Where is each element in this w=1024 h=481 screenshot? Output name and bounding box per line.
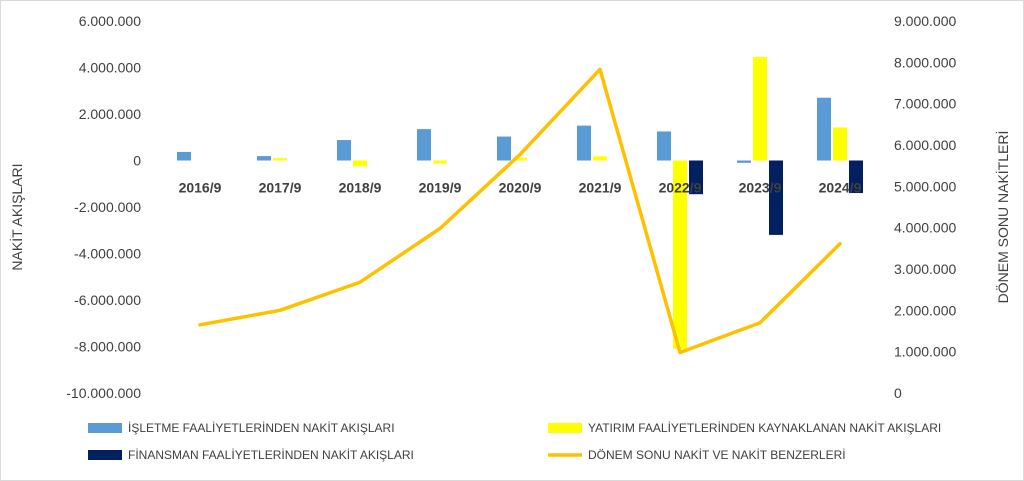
y2-tick-label: 3.000.000 — [894, 261, 956, 277]
bar-2-2017-9 — [273, 158, 287, 161]
bar-2-2024-9 — [833, 127, 847, 161]
line-series — [198, 67, 842, 355]
category-labels: 2016/9 2017/9 2018/9 2019/9 2020/9 2021/9 2022… — [179, 180, 862, 196]
legend-label: YATIRIM FAALİYETLERİNDEN KAYNAKLANAN NAK… — [588, 421, 941, 435]
bar-3-2022-9 — [689, 160, 703, 195]
y-tick-label: 2.000.000 — [79, 106, 141, 122]
legend-label: FİNANSMAN FAALİYETLERİNDEN NAKİT AKIŞLAR… — [128, 448, 414, 462]
y2-tick-label: 2.000.000 — [894, 302, 956, 318]
bar-2-2022-9 — [673, 160, 687, 349]
y2-tick-label: 8.000.000 — [894, 54, 956, 70]
category-label: 2017/9 — [259, 180, 302, 196]
bar-2-2020-9 — [513, 157, 527, 161]
bar-1-2016-9 — [177, 151, 191, 161]
bar-1-2019-9 — [417, 129, 431, 161]
bar-2-2023-9 — [753, 57, 767, 161]
bar-1-2023-9 — [737, 160, 751, 163]
bar-1-2024-9 — [817, 97, 831, 161]
y-tick-label: -6.000.000 — [74, 292, 141, 308]
y2-tick-label: 4.000.000 — [894, 220, 956, 236]
category-label: 2024/9 — [819, 180, 862, 196]
category-label: 2021/9 — [579, 180, 622, 196]
y2-tick-label: 1.000.000 — [894, 344, 956, 360]
bar-2-2019-9 — [433, 160, 447, 164]
y2-tick-label: 5.000.000 — [894, 178, 956, 194]
bar-3-2023-9 — [769, 160, 783, 235]
category-label: 2019/9 — [419, 180, 462, 196]
bar-1-2021-9 — [577, 125, 591, 161]
y-tick-label: -4.000.000 — [74, 246, 141, 262]
category-label: 2023/9 — [739, 180, 782, 196]
y-tick-label: 6.000.000 — [79, 13, 141, 29]
bar-series — [177, 57, 863, 349]
legend-swatch — [88, 423, 122, 433]
bar-3-2024-9 — [849, 160, 863, 194]
bar-1-2018-9 — [337, 140, 351, 161]
category-label: 2016/9 — [179, 180, 222, 196]
y-tick-label: -8.000.000 — [74, 339, 141, 355]
legend-swatch — [88, 450, 122, 460]
y2-tick-label: 0 — [894, 385, 902, 401]
y2-axis-ticks: 9.000.000 8.000.000 7.000.000 6.000.000 5.00… — [894, 13, 956, 401]
y-axis-ticks: 6.000.000 4.000.000 2.000.000 0 -2.000.000 -4… — [66, 13, 141, 401]
y2-axis-title: DÖNEM SONU NAKİTLERİ — [994, 131, 1011, 304]
bar-2-2018-9 — [353, 160, 367, 167]
legend-swatch — [548, 423, 582, 433]
y-tick-label: -2.000.000 — [74, 199, 141, 215]
bar-1-2017-9 — [257, 156, 271, 161]
y-tick-label: 0 — [133, 153, 141, 169]
y-tick-label: -10.000.000 — [66, 385, 141, 401]
category-label: 2020/9 — [499, 180, 542, 196]
y-tick-label: 4.000.000 — [79, 60, 141, 76]
legend: İŞLETME FAALİYETLERİNDEN NAKİT AKIŞLARI Y… — [88, 421, 941, 462]
bar-1-2022-9 — [657, 131, 671, 161]
y2-tick-label: 9.000.000 — [894, 13, 956, 29]
y-axis-title: NAKİT AKIŞLARI — [8, 163, 25, 270]
y2-tick-label: 7.000.000 — [894, 96, 956, 112]
legend-label: İŞLETME FAALİYETLERİNDEN NAKİT AKIŞLARI — [128, 421, 395, 435]
line-series-1 — [198, 67, 842, 355]
legend-label: DÖNEM SONU NAKİT VE NAKİT BENZERLERİ — [588, 448, 846, 462]
bar-2-2021-9 — [593, 156, 607, 161]
bar-1-2020-9 — [497, 136, 511, 161]
y2-tick-label: 6.000.000 — [894, 137, 956, 153]
category-label: 2018/9 — [339, 180, 382, 196]
category-label: 2022/9 — [659, 180, 702, 196]
